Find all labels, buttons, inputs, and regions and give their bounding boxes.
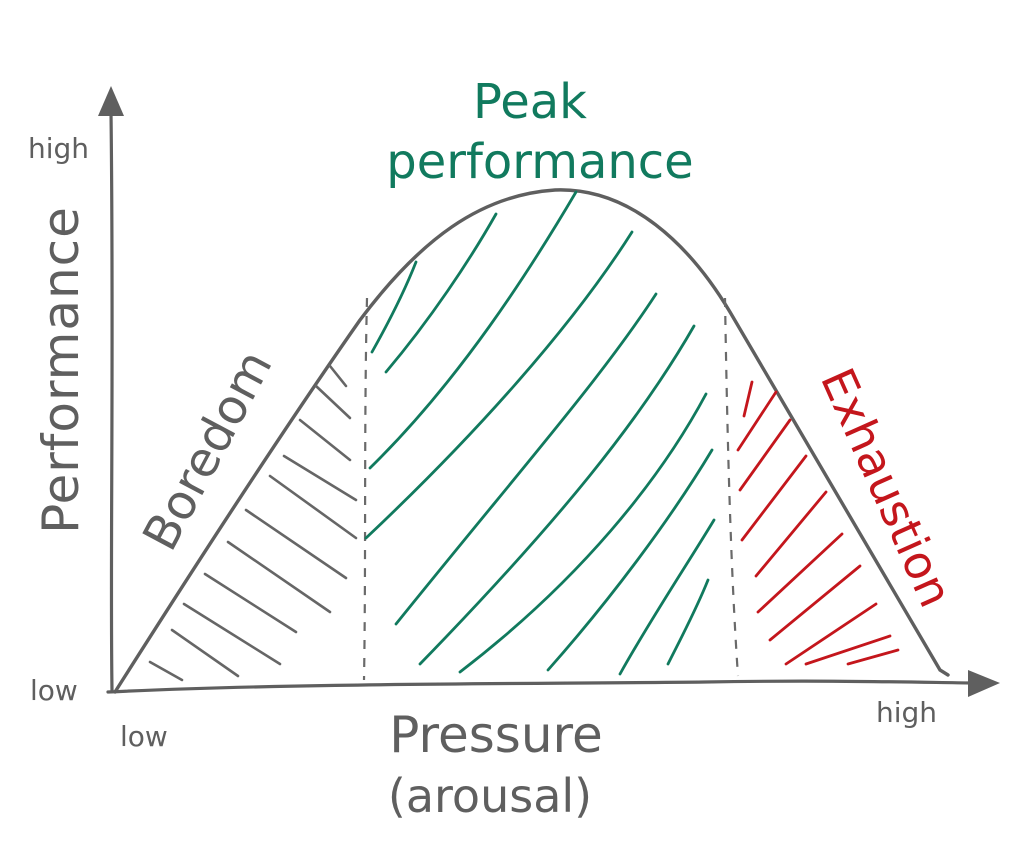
peak-hatching: [364, 190, 716, 676]
x-axis: [106, 670, 1000, 697]
boredom-hatching: [148, 364, 358, 682]
peak-exhaustion-divider: [723, 297, 740, 677]
x-high-label: high: [876, 696, 937, 729]
y-high-label: high: [28, 132, 89, 165]
performance-curve: [113, 188, 950, 694]
y-low-label: low: [30, 674, 78, 707]
y-axis: [98, 86, 124, 692]
boredom-peak-divider: [362, 297, 369, 681]
x-axis-arrow-icon: [968, 670, 1000, 697]
y-axis-label: Performance: [32, 206, 90, 534]
x-axis-label: Pressure: [389, 706, 603, 764]
x-axis-sublabel: (arousal): [388, 769, 592, 823]
exhaustion-hatching: [736, 380, 900, 666]
peak-label-line2: performance: [386, 134, 693, 190]
boredom-label: Boredom: [132, 341, 283, 559]
peak-label-line1: Peak: [473, 74, 587, 130]
y-axis-arrow-icon: [98, 86, 124, 116]
x-low-label: low: [120, 720, 168, 753]
